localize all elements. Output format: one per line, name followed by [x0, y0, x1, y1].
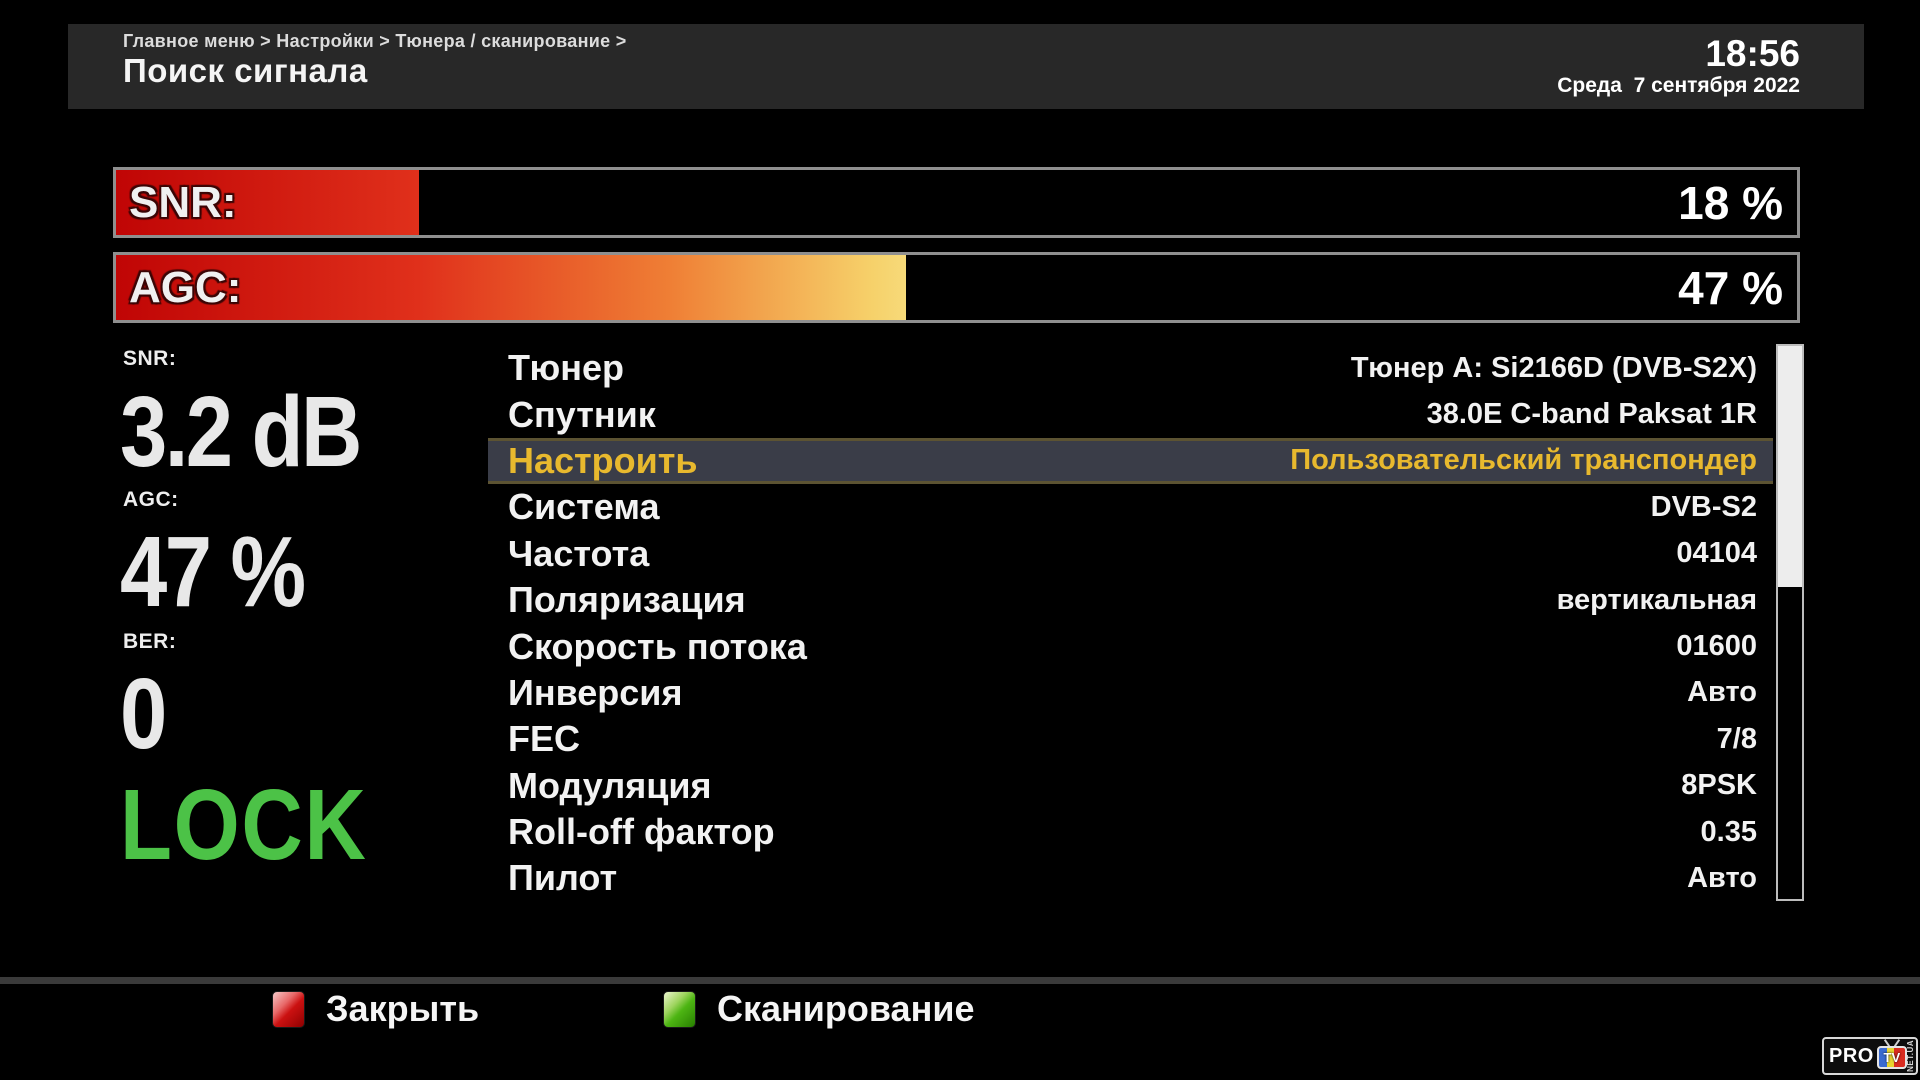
- menu-row-value: 01600: [1676, 630, 1757, 663]
- menu-row-value: вертикальная: [1556, 583, 1757, 616]
- header-bar: Главное меню > Настройки > Тюнера / скан…: [68, 24, 1864, 109]
- menu-row[interactable]: Roll-off фактор 0.35: [488, 809, 1773, 855]
- menu-row-label: Спутник: [508, 393, 656, 435]
- agc-bar-fill: [116, 255, 907, 320]
- red-key-icon: [272, 990, 305, 1028]
- agc-signal-bar: AGC: 47 %: [113, 252, 1800, 323]
- tuner-settings-menu: Тюнер Тюнер A: Si2166D (DVB-S2X) Спутник…: [488, 345, 1773, 902]
- menu-row-label: Настроить: [508, 439, 698, 481]
- ber-stat-value: 0: [120, 658, 167, 770]
- breadcrumb: Главное меню > Настройки > Тюнера / скан…: [123, 31, 627, 51]
- menu-row-label: Система: [508, 486, 660, 528]
- green-key-icon: [663, 990, 696, 1028]
- agc-bar-value: 47 %: [1678, 261, 1783, 314]
- menu-row[interactable]: Настроить Пользовательский транспондер: [488, 437, 1773, 485]
- footer-separator: [0, 977, 1920, 984]
- menu-row[interactable]: Тюнер Тюнер A: Si2166D (DVB-S2X): [488, 345, 1773, 391]
- scan-button-label: Сканирование: [717, 988, 975, 1029]
- tv-icon: TV: [1876, 1039, 1907, 1071]
- protv-logo: PRO TV NET.UA: [1822, 1037, 1918, 1075]
- menu-row[interactable]: Модуляция 8PSK: [488, 763, 1773, 809]
- menu-row-value: 8PSK: [1681, 769, 1757, 802]
- snr-bar-fill: [116, 170, 419, 235]
- menu-row-label: FEC: [508, 718, 580, 760]
- snr-stat-value: 3.2 dB: [120, 376, 362, 488]
- menu-row-value: 0.35: [1700, 815, 1757, 848]
- lock-status: LOCK: [120, 769, 368, 881]
- menu-row-value: Тюнер A: Si2166D (DVB-S2X): [1350, 351, 1757, 384]
- menu-row-label: Скорость потока: [508, 625, 807, 667]
- snr-stat-label: SNR:: [123, 347, 177, 370]
- menu-row-value: Авто: [1687, 676, 1757, 709]
- logo-tv-text: TV: [1883, 1050, 1901, 1065]
- snr-bar-value: 18 %: [1678, 176, 1783, 229]
- page-title: Поиск сигнала: [123, 52, 368, 89]
- close-button-label: Закрыть: [326, 988, 480, 1029]
- menu-row[interactable]: Частота 04104: [488, 531, 1773, 577]
- agc-bar-gradient: [116, 255, 907, 320]
- menu-row[interactable]: Пилот Авто: [488, 855, 1773, 901]
- snr-bar-gradient: [116, 170, 419, 235]
- snr-signal-bar: SNR: 18 %: [113, 167, 1800, 238]
- logo-pro-text: PRO: [1829, 1044, 1874, 1067]
- snr-bar-label: SNR:: [129, 177, 237, 227]
- menu-row[interactable]: Система DVB-S2: [488, 484, 1773, 530]
- menu-row-label: Roll-off фактор: [508, 811, 775, 853]
- menu-row-label: Пилот: [508, 857, 618, 899]
- menu-row-value: 7/8: [1716, 722, 1757, 755]
- menu-row-value: DVB-S2: [1650, 490, 1757, 523]
- menu-row-value: 04104: [1676, 537, 1757, 570]
- menu-scrollbar[interactable]: [1776, 344, 1804, 901]
- date-display: Среда 7 сентября 2022: [1557, 74, 1800, 97]
- menu-row[interactable]: Спутник 38.0E C-band Paksat 1R: [488, 391, 1773, 437]
- tv-screen-icon: TV: [1876, 1046, 1907, 1069]
- menu-row[interactable]: Инверсия Авто: [488, 670, 1773, 716]
- menu-row-value: Авто: [1687, 861, 1757, 894]
- menu-row[interactable]: FEC 7/8: [488, 716, 1773, 762]
- menu-row-label: Модуляция: [508, 764, 712, 806]
- menu-row[interactable]: Скорость потока 01600: [488, 623, 1773, 669]
- menu-row-label: Поляризация: [508, 579, 746, 621]
- menu-row-label: Частота: [508, 532, 650, 574]
- agc-stat-label: AGC:: [123, 488, 179, 511]
- menu-row-value: 38.0E C-band Paksat 1R: [1426, 398, 1757, 431]
- clock: 18:56 Среда 7 сентября 2022: [1557, 33, 1800, 98]
- menu-scrollbar-thumb[interactable]: [1778, 346, 1802, 587]
- menu-row-label: Тюнер: [508, 347, 625, 389]
- menu-row-value: Пользовательский транспондер: [1290, 444, 1757, 477]
- time-display: 18:56: [1705, 33, 1800, 74]
- menu-row[interactable]: Поляризация вертикальная: [488, 577, 1773, 623]
- logo-netua-text: NET.UA: [1906, 1040, 1915, 1072]
- ber-stat-label: BER:: [123, 630, 177, 653]
- agc-bar-label: AGC:: [129, 262, 242, 312]
- close-button[interactable]: Закрыть: [272, 988, 479, 1030]
- agc-stat-value: 47 %: [120, 516, 306, 628]
- menu-row-label: Инверсия: [508, 671, 683, 713]
- scan-button[interactable]: Сканирование: [663, 988, 974, 1030]
